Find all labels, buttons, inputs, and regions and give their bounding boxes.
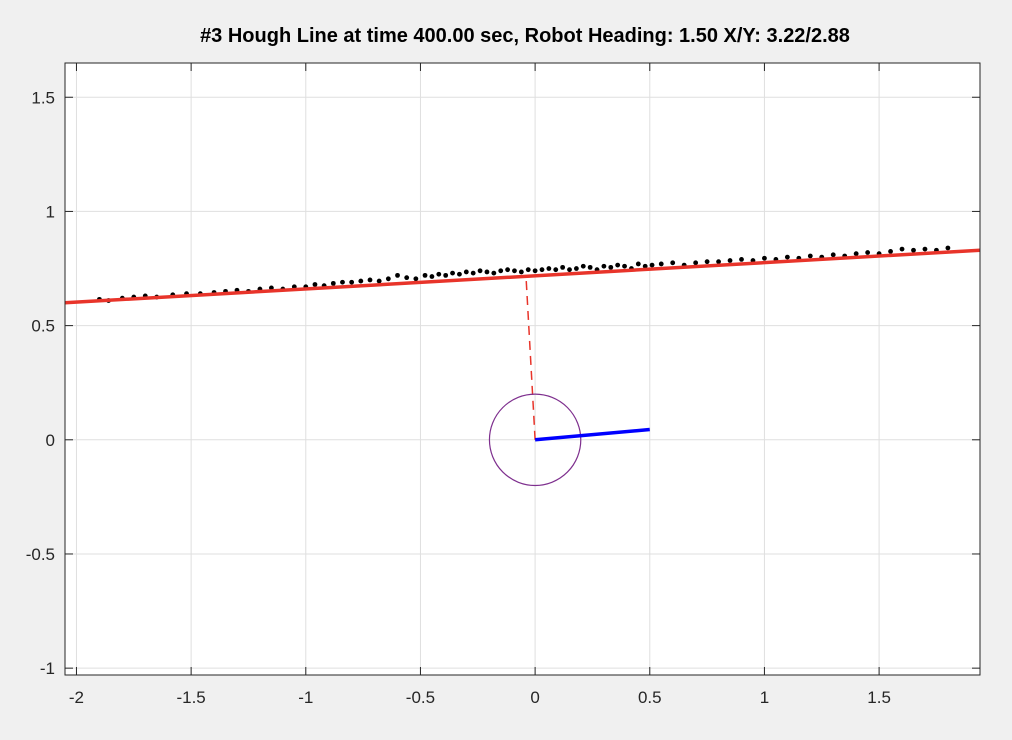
x-tick-label: -2 [69, 688, 84, 707]
x-tick-label: -1 [298, 688, 313, 707]
y-tick-label: 1.5 [31, 88, 55, 107]
data-point [727, 258, 733, 263]
data-point [649, 262, 655, 268]
plot-area [65, 63, 980, 675]
data-point [945, 245, 951, 251]
data-point [658, 261, 664, 267]
data-point [615, 262, 621, 268]
data-point [505, 267, 510, 273]
data-point [422, 272, 428, 278]
data-point [635, 261, 641, 267]
data-point [899, 246, 905, 252]
data-point [358, 278, 364, 284]
data-point [491, 270, 497, 276]
x-tick-label: -0.5 [406, 688, 435, 707]
data-point [573, 266, 579, 271]
x-tick-label: -1.5 [176, 688, 205, 707]
data-point [830, 252, 836, 258]
y-tick-label: -1 [40, 659, 55, 678]
plot-frame [64, 62, 981, 676]
data-point [567, 267, 572, 273]
data-point [512, 268, 517, 274]
data-point [340, 279, 345, 285]
perpendicular-distance-line [525, 275, 536, 440]
data-point [546, 266, 552, 271]
data-point [463, 269, 469, 275]
data-point [376, 278, 382, 284]
data-point [670, 260, 676, 266]
data-point [888, 248, 893, 254]
y-tick-label: -0.5 [26, 545, 55, 564]
data-point [642, 263, 648, 269]
data-point [413, 276, 419, 282]
data-point [525, 267, 531, 273]
data-point [716, 259, 721, 265]
data-point [443, 272, 449, 278]
robot-circle [488, 393, 582, 487]
data-point [436, 271, 442, 277]
data-point [498, 268, 504, 274]
hough-line [64, 248, 981, 305]
y-tick-label: 0 [46, 431, 55, 450]
x-tick-label: 0.5 [638, 688, 662, 707]
axis-ticks: -2 -1.5 -1 -0.5 0 0.5 1 1.5 -1 -0.5 0 0.5 1 1.5 [26, 63, 980, 707]
data-point [608, 264, 614, 270]
data-point [518, 269, 524, 275]
x-tick-label: 0 [530, 688, 539, 707]
data-point [693, 260, 699, 266]
data-point [762, 255, 767, 261]
y-tick-label: 1 [46, 202, 55, 221]
data-point [457, 271, 462, 277]
data-point [553, 267, 559, 273]
data-point [560, 264, 566, 270]
data-point [784, 254, 790, 260]
data-point [367, 277, 373, 283]
data-point [484, 269, 490, 275]
data-point [865, 250, 871, 255]
data-point [922, 246, 928, 252]
data-point [739, 256, 744, 262]
data-point [450, 270, 455, 276]
data-point [580, 263, 586, 269]
plot-lines [64, 248, 981, 487]
data-point [587, 264, 593, 270]
x-tick-label: 1 [760, 688, 769, 707]
data-point [477, 268, 483, 274]
data-point [622, 263, 627, 269]
data-point [312, 282, 318, 287]
y-tick-label: 0.5 [31, 317, 55, 336]
data-point [429, 274, 435, 279]
data-point [807, 253, 813, 259]
data-point [470, 270, 476, 276]
x-tick-label: 1.5 [867, 688, 891, 707]
data-point [532, 268, 538, 274]
data-point [911, 247, 916, 253]
data-point [385, 276, 391, 282]
data-point [704, 259, 710, 265]
data-point [404, 275, 410, 281]
data-point [349, 279, 355, 285]
grid [65, 63, 980, 675]
data-point [853, 251, 859, 257]
data-point [330, 280, 336, 286]
chart-title: #3 Hough Line at time 400.00 sec, Robot … [200, 25, 850, 47]
data-point [601, 263, 607, 269]
data-point [539, 267, 545, 273]
robot-heading-line [534, 427, 650, 442]
data-point [395, 272, 400, 278]
